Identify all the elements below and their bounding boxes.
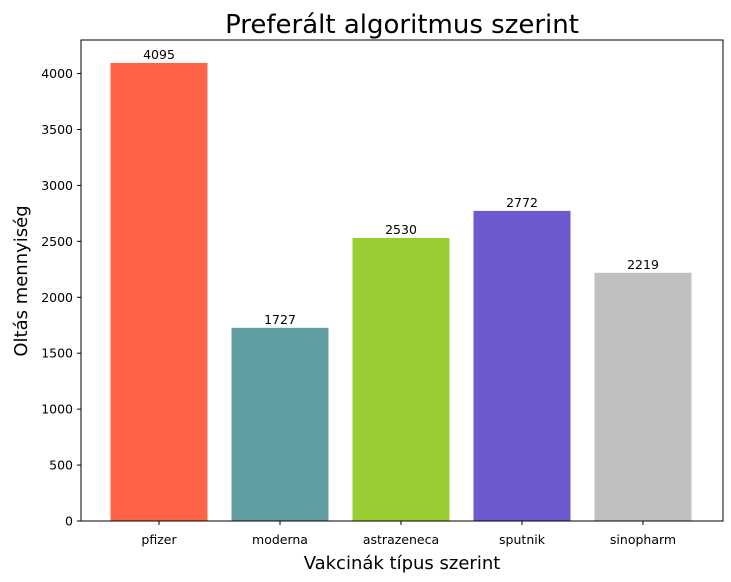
x-tick-label-moderna: moderna bbox=[252, 532, 308, 547]
y-tick-label-0: 0 bbox=[65, 514, 73, 529]
y-tick-label-2500: 2500 bbox=[41, 234, 73, 249]
y-tick-label-3500: 3500 bbox=[41, 122, 73, 137]
chart-title: Preferált algoritmus szerint bbox=[225, 10, 579, 40]
y-tick-label-3000: 3000 bbox=[41, 178, 73, 193]
x-tick-label-sinopharm: sinopharm bbox=[610, 532, 676, 547]
bar-sputnik bbox=[473, 210, 571, 521]
y-axis-ticks: 0 500 1000 1500 2000 2500 3000 3500 4000 bbox=[41, 66, 81, 529]
x-tick-label-sputnik: sputnik bbox=[499, 532, 546, 547]
y-tick-label-1500: 1500 bbox=[41, 346, 73, 361]
x-tick-label-astrazeneca: astrazeneca bbox=[363, 532, 439, 547]
x-axis-label: Vakcinák típus szerint bbox=[304, 553, 501, 574]
bar-moderna bbox=[231, 327, 329, 521]
data-labels-group: 4095 1727 2530 2772 2219 bbox=[143, 47, 659, 327]
y-tick-label-2000: 2000 bbox=[41, 290, 73, 305]
x-axis-ticks: pfizer moderna astrazeneca sputnik sinopharm bbox=[141, 521, 676, 547]
bar-astrazeneca bbox=[352, 237, 450, 521]
y-axis-label: Oltás mennyiség bbox=[11, 205, 32, 356]
data-label-sputnik: 2772 bbox=[506, 195, 538, 210]
y-tick-label-4000: 4000 bbox=[41, 66, 73, 81]
plot-frame bbox=[80, 39, 724, 522]
bars-group bbox=[110, 62, 692, 521]
data-label-sinopharm: 2219 bbox=[627, 257, 659, 272]
x-tick-label-pfizer: pfizer bbox=[141, 532, 177, 547]
y-tick-label-1000: 1000 bbox=[41, 402, 73, 417]
data-label-moderna: 1727 bbox=[264, 312, 296, 327]
data-label-astrazeneca: 2530 bbox=[385, 222, 417, 237]
bar-pfizer bbox=[110, 62, 208, 521]
y-tick-label-500: 500 bbox=[49, 458, 73, 473]
data-label-pfizer: 4095 bbox=[143, 47, 175, 62]
bar-sinopharm bbox=[594, 272, 692, 521]
